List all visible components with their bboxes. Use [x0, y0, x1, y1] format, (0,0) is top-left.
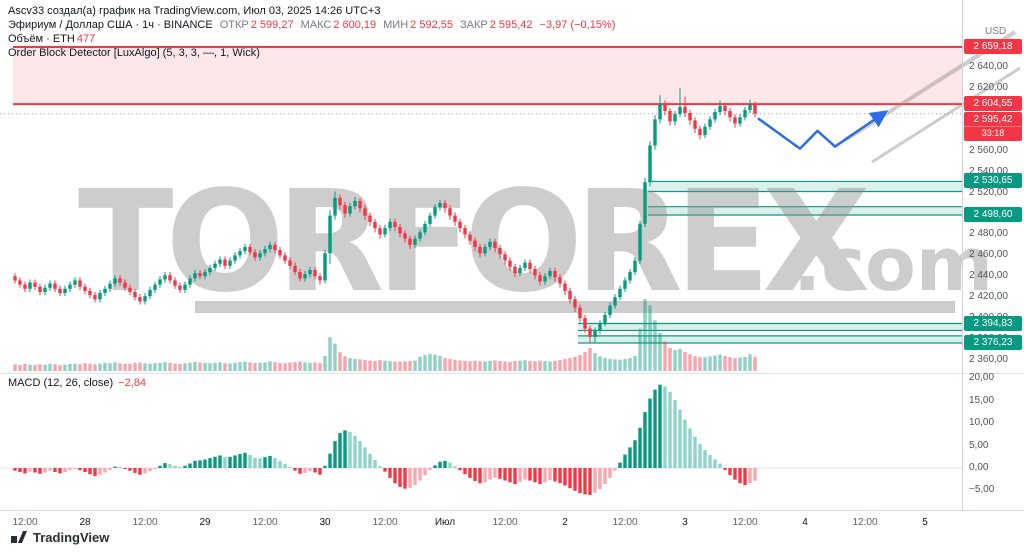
price-axis[interactable]: 2 640,002 620,002 600,002 580,002 560,00… [963, 0, 1024, 511]
volume-legend[interactable]: Объём · ETH [8, 33, 75, 45]
price-level-badge: 2 604,55 [964, 96, 1022, 112]
time-tick-label: 12:00 [12, 517, 38, 528]
price-change: −3,97 (−0,15%) [539, 19, 616, 31]
share-banner: Ascv33 создал(а) график на TradingView.c… [8, 5, 381, 17]
chart-legend: Эфириум / Доллар США · 1ч · BINANCE ОТКР… [8, 19, 615, 61]
macd-value: −2,84 [118, 377, 147, 389]
price-level-badge: 2 659,18 [964, 39, 1022, 54]
volume-value: 477 [76, 33, 96, 45]
svg-text:.com: .com [793, 222, 993, 308]
candles [13, 87, 757, 344]
macd-tick-label: −5,00 [969, 484, 995, 496]
price-tick-label: 2 460,00 [969, 249, 1008, 261]
macd-indicator-title[interactable]: MACD (12, 26, close) [8, 377, 114, 389]
price-tick-label: 2 480,00 [969, 228, 1008, 240]
ohlc-label: ЗАКР [459, 19, 488, 31]
price-tick-label: 2 360,00 [969, 353, 1008, 365]
time-tick-label: 12:00 [612, 517, 638, 528]
time-tick-label: 28 [79, 517, 91, 528]
price-level-badge: 2 394,83 [964, 315, 1022, 331]
macd-tick-label: 20,00 [969, 372, 995, 384]
ohlc-value: 2 595,42 [489, 19, 533, 31]
order-block-zones [13, 46, 962, 344]
price-level-badge: 2 530,65 [964, 173, 1022, 189]
projection-arrow [757, 110, 889, 150]
tradingview-logo[interactable]: TradingView [10, 528, 109, 546]
price-tick-label: 2 440,00 [969, 270, 1008, 282]
price-tick-label: 2 520,00 [969, 186, 1008, 198]
ohlc-label: МИН [383, 19, 409, 31]
ohlc-value: 2 592,55 [410, 19, 453, 31]
macd-histogram [13, 384, 757, 495]
price-tick-label: 2 640,00 [969, 61, 1008, 73]
time-tick-label: 29 [199, 517, 211, 528]
price-level-badge: 2 498,60 [964, 206, 1022, 222]
time-tick-label: 4 [802, 517, 808, 528]
svg-text:TORFOREX: TORFOREX [78, 161, 868, 324]
time-tick-label: 2 [562, 517, 568, 528]
ohlc-values: ОТКР 2 599,27 МАКС 2 600,19 МИН 2 592,55 ЗАКР 2… [213, 19, 533, 32]
time-tick-label: 5 [922, 517, 928, 528]
time-tick-label: 12:00 [732, 517, 758, 528]
ohlc-value: 2 599,27 [250, 19, 294, 31]
macd-tick-label: 10,00 [969, 417, 995, 429]
tradingview-logo-text: TradingView [33, 529, 110, 545]
time-tick-label: Июл [434, 517, 456, 528]
ohlc-label: МАКС [300, 19, 332, 31]
price-level-badge: 2 376,23 [964, 334, 1022, 350]
macd-tick-label: 15,00 [969, 394, 995, 406]
indicator-legend-order-block-detector[interactable]: Order Block Detector [LuxAlgo] (5, 3, 3,… [8, 47, 260, 59]
time-tick-label: 12:00 [252, 517, 278, 528]
ohlc-label: ОТКР [219, 19, 249, 31]
tradingview-logo-icon [11, 531, 27, 543]
volume-bars [13, 299, 757, 371]
time-tick-label: 12:00 [492, 517, 518, 528]
price-tick-label: 2 560,00 [969, 144, 1008, 156]
ohlc-value: 2 600,19 [333, 19, 377, 31]
time-tick-label: 12:00 [852, 517, 878, 528]
currency-label[interactable]: USD [985, 26, 1007, 37]
macd-tick-label: 5,00 [969, 439, 989, 451]
price-tick-label: 2 620,00 [969, 81, 1008, 93]
macd-legend: MACD (12, 26, close) −2,84 [8, 377, 146, 389]
macd-tick-label: 0,00 [969, 462, 989, 473]
time-axis[interactable]: 12:00 28 12:00 29 12:00 30 12:00 Июл 12:00 2 12:00… [0, 511, 1024, 553]
price-tick-label: 2 420,00 [969, 291, 1008, 303]
time-tick-label: 3 [682, 517, 688, 528]
symbol-title[interactable]: Эфириум / Доллар США · 1ч · BINANCE [8, 19, 213, 31]
time-tick-label: 30 [319, 517, 331, 528]
time-tick-label: 12:00 [372, 517, 398, 528]
price-tick-label: 2 540,00 [969, 165, 1008, 177]
time-tick-label: 12:00 [132, 517, 158, 528]
last-price-badge: 2 595,42 33:18 [964, 111, 1022, 141]
